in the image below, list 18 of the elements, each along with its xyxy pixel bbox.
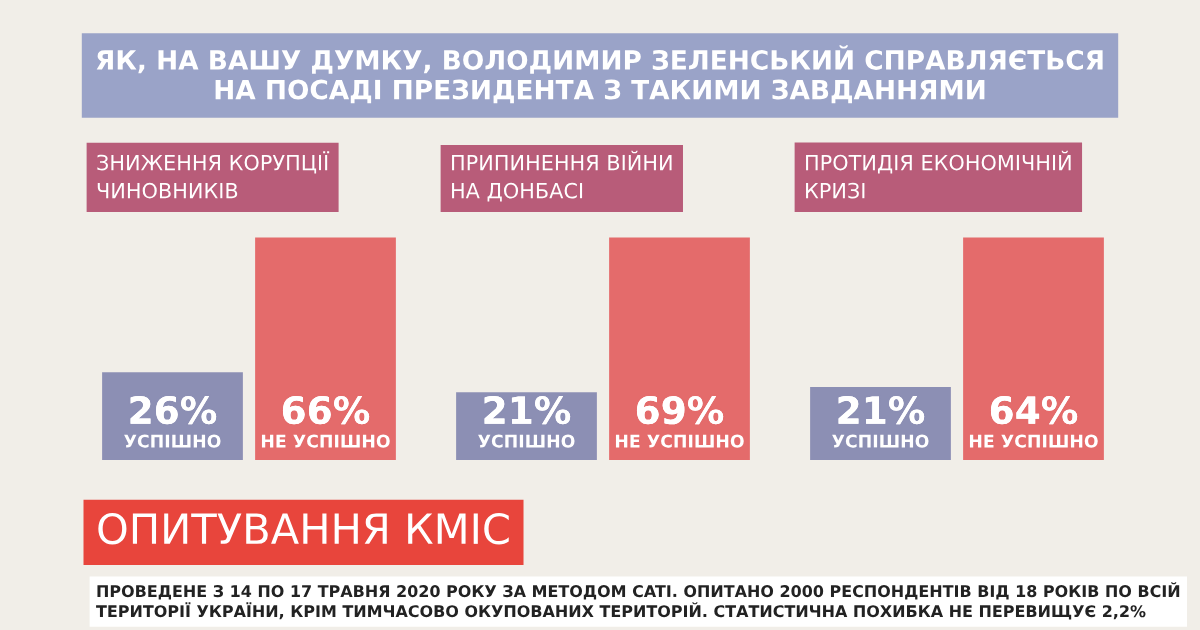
text: ЯК, НА ВАШУ ДУМКУ, ВОЛОДИМИР ЗЕЛЕНСЬКИЙ СПРАВЛЯЄТЬСЯ НА ПОСАДІ ПРЕЗИДЕНТА З ТАКИМИ ЗАВДАННЯМИ	[96, 45, 1103, 104]
x-tick-label: УСПІШНО	[124, 434, 221, 448]
data-label: 66%	[282, 395, 370, 425]
chart-title: ПРОТИДІЯ ЕКОНОМІЧНІЙ КРИЗІ	[806, 150, 1071, 199]
data-label: 69%	[636, 395, 724, 425]
x-tick-label: НЕ УСПІШНО	[969, 434, 1098, 448]
text: ПРОВЕДЕНЕ З 14 ПО 17 ТРАВНЯ 2020 РОКУ ЗА МЕТОДОМ CATI. ОПИТАНО 2000 РЕСПОНДЕНТІВ ВІД 18 РОКІВ ПО ВСІЙ ТЕРИТОРІЇ УКРАЇНИ, КРІМ ТИМЧАСОВО ОКУПОВАНИХ ТЕРИТОРІЙ. СТАТИСТИЧНА ПОХИБКА НЕ ПЕРЕВИЩУЄ 2,2%	[96, 582, 1180, 620]
data-label: 26%	[130, 395, 217, 425]
x-tick-label: УСПІШНО	[478, 434, 575, 448]
data-label: 64%	[990, 395, 1078, 425]
x-tick-label: УСПІШНО	[832, 434, 929, 448]
data-label: 21%	[838, 395, 925, 425]
data-label: 21%	[484, 395, 571, 425]
chart-title: ПРИПИНЕННЯ ВІЙНИ НА ДОНБАСІ	[452, 150, 672, 202]
text: ОПИТУВАННЯ КМІС	[98, 512, 509, 545]
x-tick-label: НЕ УСПІШНО	[615, 434, 744, 448]
chart-title: ЗНИЖЕННЯ КОРУПЦІЇ ЧИНОВНИКІВ	[97, 151, 330, 199]
x-tick-label: НЕ УСПІШНО	[261, 434, 390, 448]
